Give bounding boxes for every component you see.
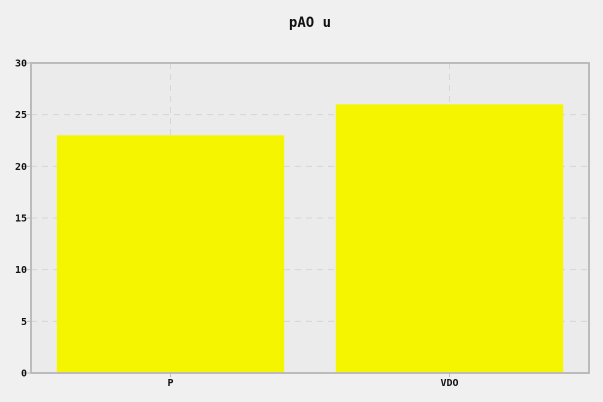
chart-title: pAO u: [289, 15, 331, 31]
x-axis: P VDO: [167, 373, 459, 389]
bar-vdo: [335, 104, 564, 373]
y-tick-label: 15: [15, 214, 27, 225]
bar-p: [56, 135, 285, 373]
x-tick-label: VDO: [440, 378, 458, 389]
y-tick-label: 5: [21, 317, 27, 328]
y-axis: 0 5 10 15 20 25 30: [15, 59, 31, 380]
y-tick-label: 20: [15, 162, 27, 173]
y-tick-label: 10: [15, 265, 27, 276]
y-tick-label: 30: [15, 59, 27, 70]
y-tick-label: 25: [15, 110, 27, 121]
x-tick-label: P: [167, 378, 173, 389]
y-tick-label: 0: [21, 369, 27, 380]
bars: [56, 104, 564, 373]
